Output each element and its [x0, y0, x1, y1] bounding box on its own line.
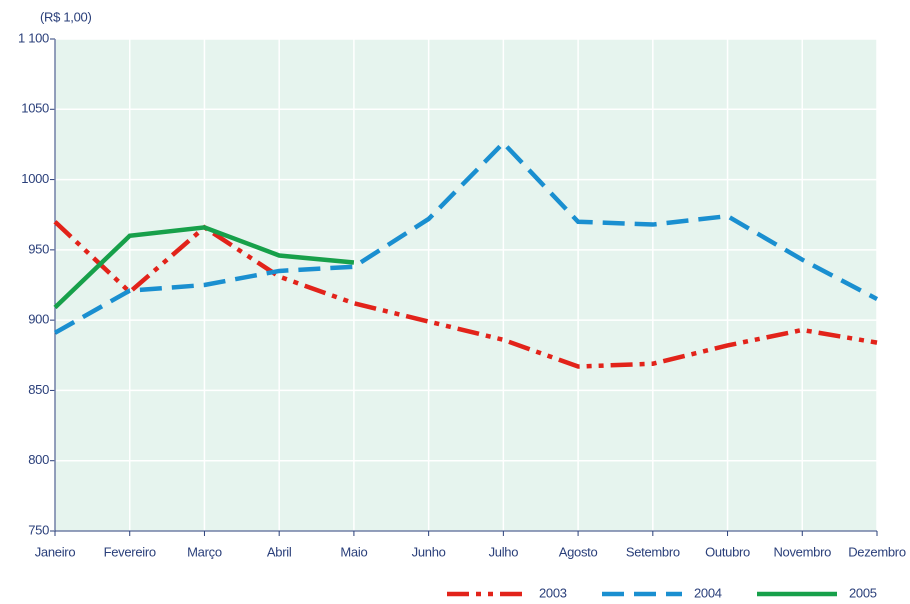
x-tick-label: Maio	[340, 544, 367, 559]
y-tick-label: 1000	[21, 171, 49, 186]
y-tick-label: 950	[28, 241, 49, 256]
y-tick-label: 750	[28, 522, 49, 537]
x-tick-label: Dezembro	[848, 544, 906, 559]
x-tick-label: Janeiro	[35, 544, 76, 559]
y-tick-label: 1050	[21, 101, 49, 116]
x-tick-label: Fevereiro	[104, 544, 156, 559]
x-tick-label: Outubro	[705, 544, 750, 559]
x-tick-label: Março	[187, 544, 222, 559]
x-tick-label: Abril	[267, 544, 292, 559]
x-tick-label: Setembro	[626, 544, 680, 559]
x-tick-label: Junho	[412, 544, 446, 559]
legend-label: 2005	[849, 585, 877, 600]
x-tick-label: Agosto	[559, 544, 598, 559]
x-tick-label: Novembro	[773, 544, 831, 559]
line-series	[53, 225, 355, 310]
y-tick-label: 900	[28, 312, 49, 327]
legend-label: 2003	[539, 585, 567, 600]
y-tick-label: 1 100	[18, 30, 49, 45]
y-tick-label: 850	[28, 382, 49, 397]
y-axis-label: (R$ 1,00)	[40, 9, 92, 24]
x-tick-label: Julho	[489, 544, 519, 559]
line-series	[53, 220, 878, 369]
legend-label: 2004	[694, 585, 722, 600]
line-series	[53, 139, 879, 335]
y-tick-label: 800	[28, 452, 49, 467]
